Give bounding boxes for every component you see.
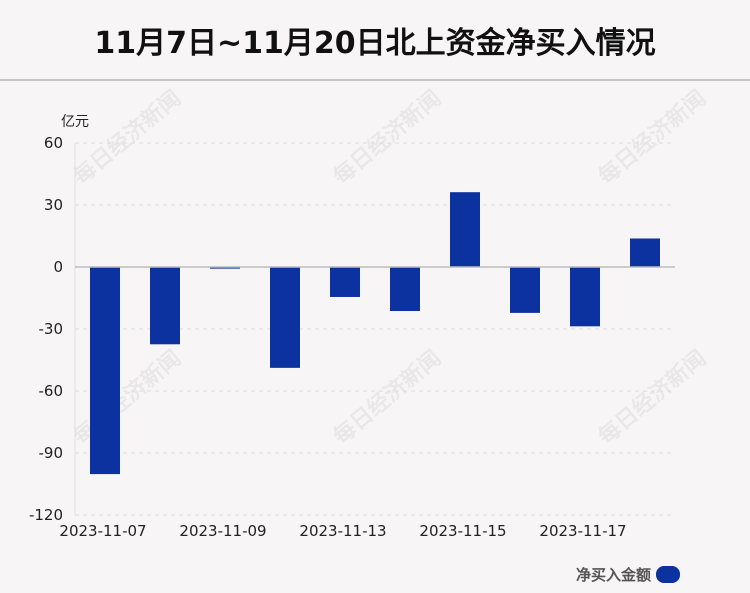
bar: [210, 267, 240, 269]
x-tick-label: 2023-11-17: [539, 522, 626, 540]
y-tick-label: -120: [29, 506, 63, 524]
legend-swatch: [656, 566, 681, 583]
x-tick-label: 2023-11-09: [179, 522, 266, 540]
y-tick-label: 60: [44, 134, 63, 152]
legend[interactable]: 净买入金额: [576, 564, 681, 585]
y-tick-label: -30: [39, 320, 64, 338]
bar: [330, 267, 360, 297]
x-tick-label: 2023-11-15: [419, 522, 506, 540]
bar: [390, 267, 420, 312]
bar: [270, 267, 300, 368]
y-tick-label: 0: [53, 258, 63, 276]
x-tick-label: 2023-11-07: [59, 522, 146, 540]
bar: [510, 267, 540, 313]
legend-label: 净买入金额: [576, 566, 652, 584]
x-tick-label: 2023-11-13: [299, 522, 386, 540]
bar: [90, 267, 120, 475]
y-tick-label: 30: [44, 196, 63, 214]
y-axis-unit: 亿元: [61, 114, 89, 130]
bar: [150, 267, 180, 345]
y-tick-label: -90: [39, 444, 64, 462]
bar: [630, 238, 660, 267]
chart-title: 11月7日~11月20日北上资金净买入情况: [0, 0, 750, 81]
bar: [450, 192, 480, 267]
bar: [570, 267, 600, 327]
y-tick-label: -60: [39, 382, 64, 400]
